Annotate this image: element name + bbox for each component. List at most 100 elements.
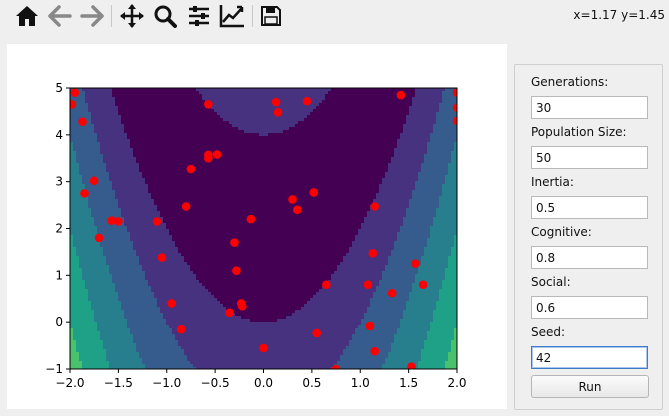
particle-point xyxy=(331,364,341,369)
pan-icon xyxy=(120,4,144,28)
forward-button[interactable] xyxy=(77,2,107,30)
particle-point xyxy=(80,189,89,198)
configure-subplots-icon xyxy=(189,6,209,26)
particle-point xyxy=(167,299,176,308)
particle-point xyxy=(152,217,162,226)
save-button[interactable] xyxy=(256,2,286,30)
y-tick-label: 3 xyxy=(55,175,63,189)
particle-point xyxy=(387,288,397,298)
x-tick-label: −1.0 xyxy=(152,376,181,390)
inertia-input[interactable] xyxy=(531,196,648,219)
particle-point xyxy=(322,280,331,289)
generations-label: Generations: xyxy=(531,75,609,89)
x-tick-label: −0.5 xyxy=(201,376,230,390)
back-arrow-icon xyxy=(48,5,72,27)
y-tick-label: 4 xyxy=(55,128,63,142)
x-tick-label: −1.5 xyxy=(104,376,133,390)
save-icon xyxy=(261,6,281,26)
x-tick-label: −2.0 xyxy=(55,376,84,390)
home-icon xyxy=(16,6,38,26)
forward-arrow-icon xyxy=(80,5,104,27)
contour-fill xyxy=(70,88,457,369)
particle-point xyxy=(302,96,312,106)
y-tick-label: 2 xyxy=(55,222,63,236)
particle-point xyxy=(271,97,281,107)
particle-point xyxy=(418,280,428,289)
particle-point xyxy=(293,205,302,215)
particle-point xyxy=(273,108,283,117)
particle-point xyxy=(452,103,457,112)
particle-point xyxy=(181,202,191,211)
particle-point xyxy=(452,88,457,97)
particle-point xyxy=(204,100,213,109)
particle-point xyxy=(411,259,420,268)
zoom-icon xyxy=(154,5,177,28)
y-tick-label: −1 xyxy=(45,362,63,376)
particle-point xyxy=(225,308,234,318)
navigation-toolbar: x=1.17 y=1.45 xyxy=(0,0,669,34)
particle-point xyxy=(78,117,87,127)
edit-axis-button[interactable] xyxy=(217,2,247,30)
toolbar-separator xyxy=(111,5,112,27)
particle-point xyxy=(259,343,268,353)
particle-point xyxy=(70,88,80,97)
social-label: Social: xyxy=(531,275,571,289)
y-tick-label: 5 xyxy=(55,81,63,95)
x-tick-label: 0.5 xyxy=(302,376,321,390)
x-tick-label: 0.0 xyxy=(254,376,273,390)
population-size-label: Population Size: xyxy=(531,125,627,139)
population-size-input[interactable] xyxy=(531,146,648,169)
cursor-coordinates: x=1.17 y=1.45 xyxy=(573,8,665,22)
particle-point xyxy=(230,238,239,247)
particle-point xyxy=(396,90,406,100)
configure-subplots-button[interactable] xyxy=(184,2,214,30)
particle-point xyxy=(107,216,116,225)
parameter-panel: Generations: Population Size: Inertia: C… xyxy=(514,64,663,410)
back-button[interactable] xyxy=(45,2,75,30)
particle-point xyxy=(114,217,123,226)
particle-point xyxy=(312,328,322,338)
particle-point xyxy=(89,176,99,186)
plot-canvas[interactable]: −2.0 −1.5 −1.0 −0.5 0.0 0.5 1.0 1.5 2.0 −1 0 1 2 3 4 5 xyxy=(7,44,507,409)
particle-point xyxy=(70,100,77,109)
x-tick-label: 2.0 xyxy=(447,376,466,390)
particle-point xyxy=(232,266,241,275)
y-tick-label: 0 xyxy=(55,315,63,329)
particle-point xyxy=(237,301,247,311)
particle-point xyxy=(407,362,416,369)
particle-point xyxy=(94,233,104,243)
particle-point xyxy=(157,253,167,262)
contour-scatter-chart: −2.0 −1.5 −1.0 −0.5 0.0 0.5 1.0 1.5 2.0 −1 0 1 2 3 4 5 xyxy=(45,81,467,390)
seed-label: Seed: xyxy=(531,325,566,339)
seed-input[interactable] xyxy=(531,346,648,369)
x-tick-label: 1.0 xyxy=(351,376,370,390)
run-button[interactable]: Run xyxy=(531,375,649,398)
home-button[interactable] xyxy=(12,2,42,30)
y-tick-label: 1 xyxy=(55,268,63,282)
particle-point xyxy=(204,153,213,163)
particle-point xyxy=(365,321,375,331)
zoom-button[interactable] xyxy=(150,2,180,30)
x-tick-label: 1.5 xyxy=(399,376,418,390)
inertia-label: Inertia: xyxy=(531,175,574,189)
particle-point xyxy=(246,214,256,224)
particle-point xyxy=(368,249,378,258)
social-input[interactable] xyxy=(531,296,648,319)
particle-point xyxy=(370,202,380,211)
y-axis: −1 0 1 2 3 4 5 xyxy=(45,81,70,376)
particle-point xyxy=(370,346,380,356)
particle-point xyxy=(288,195,297,204)
toolbar-separator xyxy=(252,5,253,27)
particle-point xyxy=(176,324,186,334)
particle-point xyxy=(212,150,222,159)
particle-point xyxy=(309,188,319,197)
generations-input[interactable] xyxy=(531,96,648,119)
cognitive-input[interactable] xyxy=(531,246,648,269)
particles xyxy=(70,88,457,369)
particle-point xyxy=(452,116,457,126)
particle-point xyxy=(186,164,196,174)
pan-button[interactable] xyxy=(117,2,147,30)
cognitive-label: Cognitive: xyxy=(531,225,592,239)
x-axis: −2.0 −1.5 −1.0 −0.5 0.0 0.5 1.0 1.5 2.0 xyxy=(55,369,467,390)
particle-point xyxy=(363,280,373,289)
